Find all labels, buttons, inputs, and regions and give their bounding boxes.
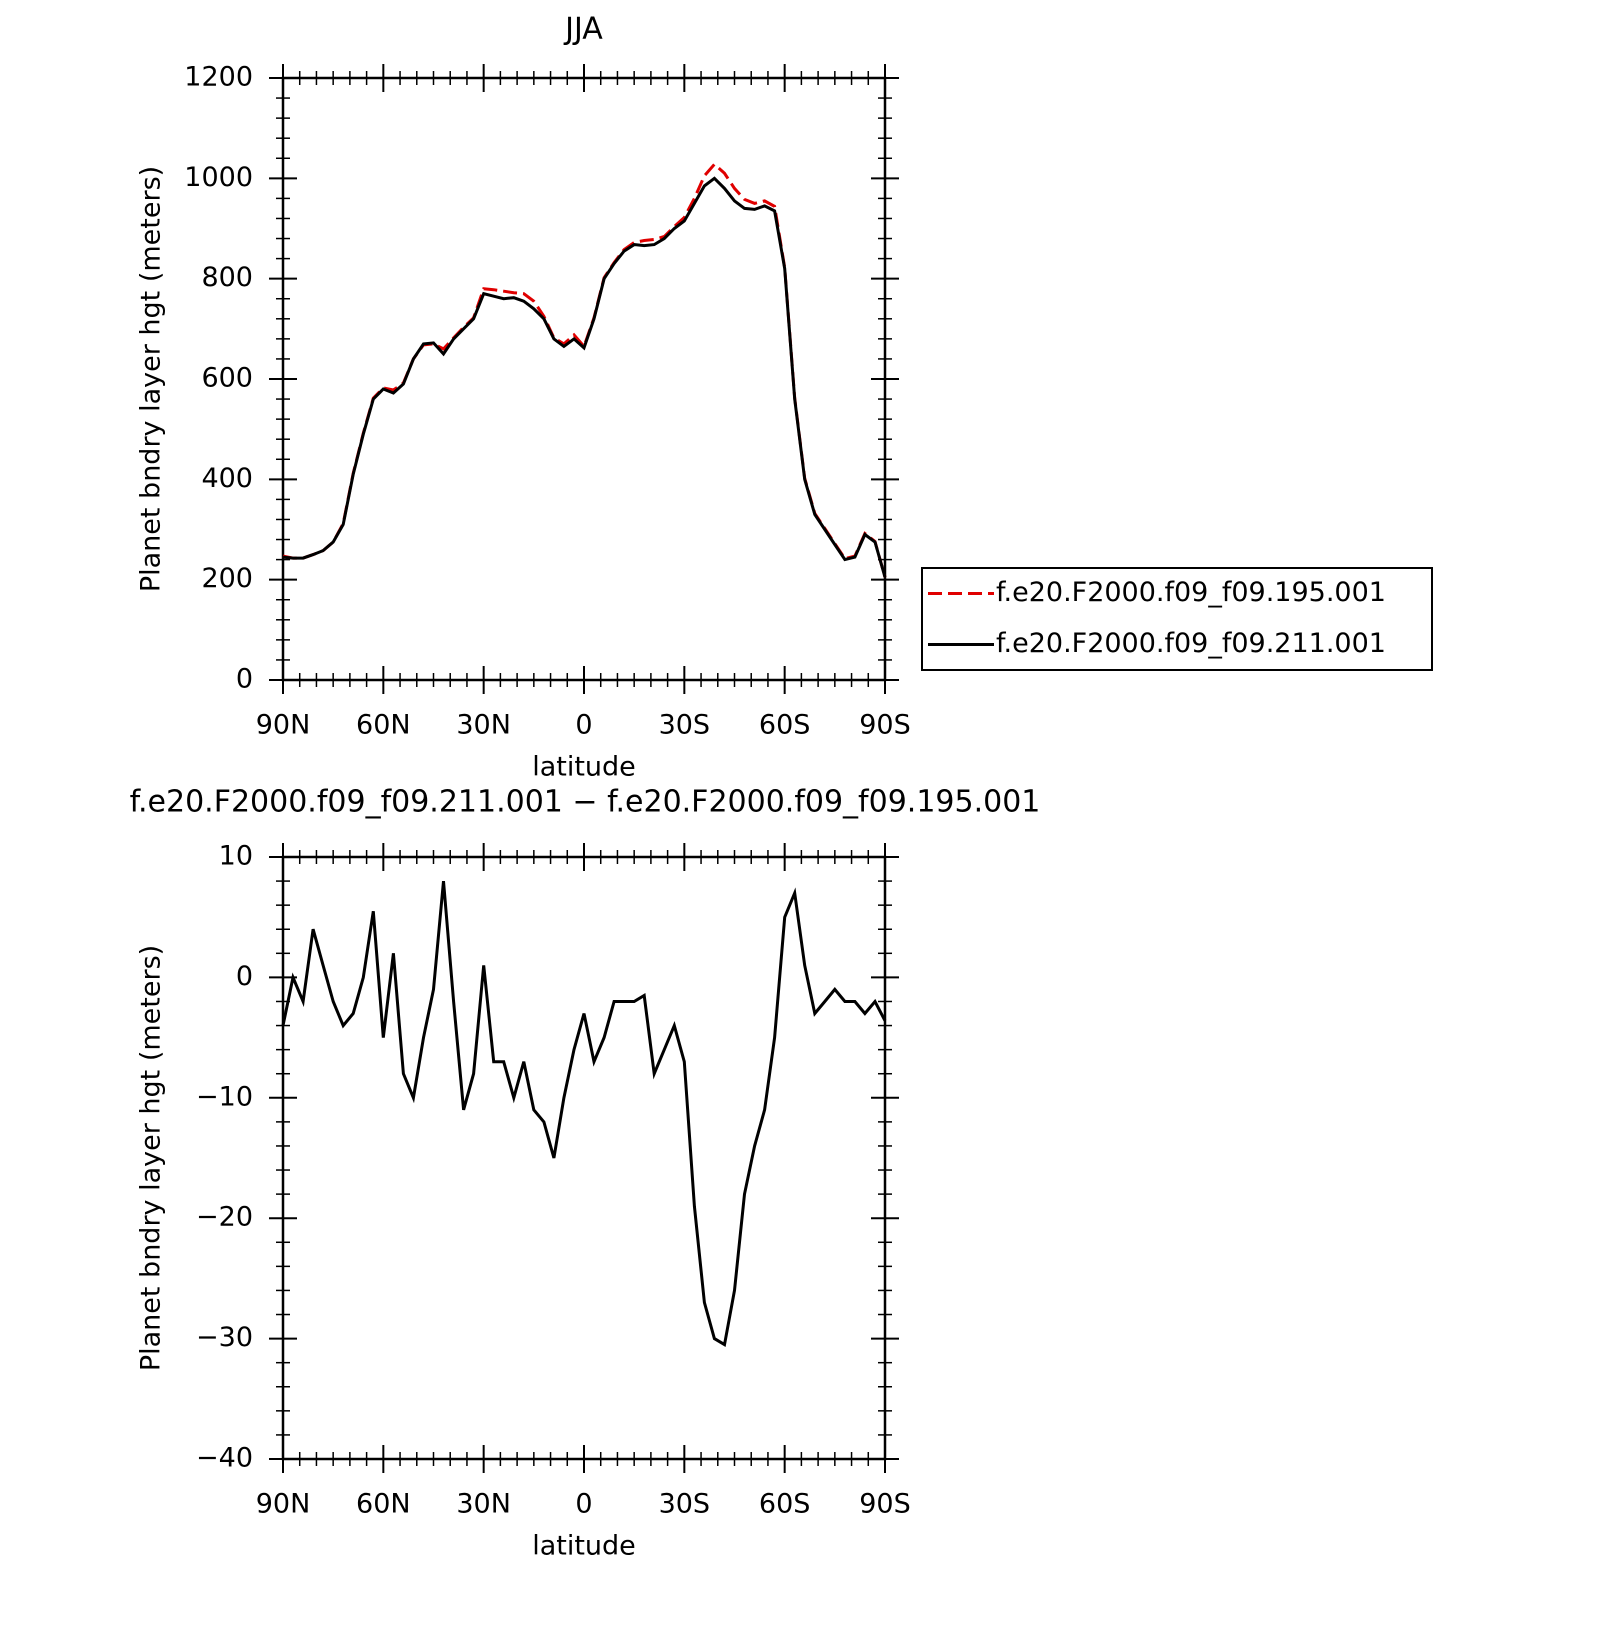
legend-label: f.e20.F2000.f09_f09.195.001 <box>996 577 1386 608</box>
x-tick-label: 90S <box>859 1489 911 1520</box>
x-tick-label: 90N <box>256 1489 311 1520</box>
y-tick-label: 0 <box>236 664 253 695</box>
chart-title: f.e20.F2000.f09_f09.211.001 − f.e20.F200… <box>130 785 1041 820</box>
legend-label: f.e20.F2000.f09_f09.211.001 <box>996 628 1386 659</box>
x-tick-label: 90N <box>256 710 311 741</box>
plot-frame <box>281 76 887 682</box>
x-tick-label: 30S <box>659 1489 711 1520</box>
y-tick-label: −10 <box>196 1081 253 1112</box>
data-line <box>282 162 887 578</box>
y-axis-label: Planet bndry layer hgt (meters) <box>136 166 167 592</box>
x-tick-label: 60S <box>759 710 811 741</box>
data-line <box>281 880 887 1347</box>
x-tick-label: 60N <box>356 1489 411 1520</box>
x-tick-label: 30S <box>659 710 711 741</box>
x-tick-label: 30N <box>456 1489 511 1520</box>
y-tick-label: 400 <box>201 463 253 494</box>
x-tick-label: 0 <box>575 1489 592 1520</box>
data-line <box>282 176 887 578</box>
y-tick-label: 800 <box>201 262 253 293</box>
x-axis-label: latitude <box>532 1531 636 1562</box>
y-tick-label: 1000 <box>184 162 253 193</box>
legend-box <box>921 567 1433 671</box>
y-tick-label: −20 <box>196 1202 253 1233</box>
chart-title: JJA <box>563 12 603 47</box>
y-tick-label: 1200 <box>184 62 253 93</box>
y-tick-label: 10 <box>219 841 253 872</box>
y-tick-label: 0 <box>236 961 253 992</box>
x-tick-label: 90S <box>859 710 911 741</box>
x-axis-label: latitude <box>532 752 636 783</box>
x-tick-label: 30N <box>456 710 511 741</box>
y-tick-label: −30 <box>196 1322 253 1353</box>
x-tick-label: 60S <box>759 1489 811 1520</box>
y-tick-label: −40 <box>196 1443 253 1474</box>
plot-frame <box>281 855 887 1461</box>
y-tick-label: 600 <box>201 363 253 394</box>
x-tick-label: 60N <box>356 710 411 741</box>
x-tick-label: 0 <box>575 710 592 741</box>
y-tick-label: 200 <box>201 563 253 594</box>
y-axis-label: Planet bndry layer hgt (meters) <box>136 945 167 1371</box>
